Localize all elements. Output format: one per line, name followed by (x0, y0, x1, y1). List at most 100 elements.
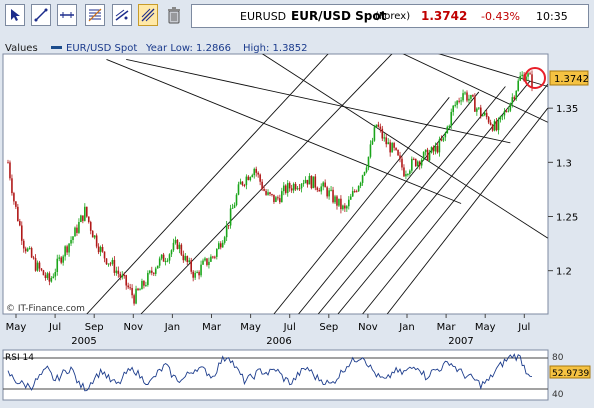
andrews-pitchfork-icon[interactable] (138, 4, 158, 26)
candle-body (158, 258, 161, 266)
candle-body (430, 147, 433, 153)
candle-body (397, 149, 399, 156)
candle-body (460, 100, 462, 102)
candle-body (277, 197, 279, 199)
candle-body (113, 259, 116, 273)
candle-body (56, 258, 59, 272)
candle-body (383, 137, 386, 139)
candle-body (66, 246, 68, 253)
candle-body (164, 261, 167, 263)
candle-body (405, 174, 407, 177)
candle-body (332, 189, 334, 203)
candle-body (472, 94, 474, 97)
candle-body (271, 194, 273, 196)
candle-body (288, 183, 291, 189)
y-tick-label: 1.35 (556, 104, 578, 115)
candle-body (34, 258, 37, 271)
candle-body (387, 142, 389, 145)
cursor-icon[interactable] (5, 4, 25, 26)
candle-body (369, 144, 372, 157)
candle-body (42, 270, 45, 276)
candle-body (217, 243, 220, 250)
candle-body (446, 126, 449, 134)
candle-body (308, 175, 311, 185)
candle-body (267, 192, 269, 195)
fibonacci-icon[interactable] (85, 4, 105, 26)
candle-body (145, 284, 147, 286)
candle-body (227, 225, 230, 227)
candle-body (117, 270, 120, 274)
candle-body (483, 112, 486, 116)
pitchfork-line (273, 97, 450, 314)
candle-body (243, 184, 246, 186)
candle-body (174, 239, 177, 243)
candle-body (184, 256, 187, 261)
candle-body (247, 176, 250, 181)
pitchfork-line (106, 58, 462, 204)
candle-body (452, 105, 455, 112)
candle-body (68, 243, 70, 253)
candles (7, 70, 533, 306)
candle-body (200, 264, 202, 276)
candle-body (373, 127, 376, 141)
x-tick-label: Sep (319, 322, 338, 333)
candle-body (403, 167, 405, 177)
candle-body (363, 171, 366, 176)
candle-body (168, 254, 171, 261)
candle-body (245, 176, 248, 186)
candle-body (489, 122, 492, 125)
candle-body (233, 205, 236, 208)
candle-body (440, 139, 443, 141)
candle-body (259, 174, 261, 182)
candle-body (505, 111, 508, 113)
year-label: 2005 (71, 336, 96, 347)
candle-body (273, 194, 275, 202)
candle-body (487, 117, 490, 123)
candle-body (235, 194, 238, 206)
candle-body (389, 142, 391, 153)
candle-body (160, 254, 163, 259)
candle-body (147, 272, 149, 285)
candle-body (237, 184, 240, 195)
candle-body (64, 246, 66, 257)
trash-icon[interactable] (165, 4, 185, 26)
candle-body (284, 185, 287, 193)
candle-body (355, 191, 358, 193)
candle-body (139, 289, 141, 291)
candle-body (478, 107, 480, 109)
candle-body (123, 275, 126, 277)
candle-body (225, 225, 228, 238)
candle-body (517, 80, 520, 91)
candle-body (216, 249, 218, 257)
line-icon[interactable] (31, 4, 51, 26)
candle-body (111, 259, 114, 264)
candle-body (304, 179, 307, 184)
candle-body (210, 256, 212, 262)
trendline-icon[interactable] (112, 4, 132, 26)
candle-body (129, 287, 131, 289)
legend-series-name: EUR/USD Spot (66, 43, 137, 54)
candle-body (15, 201, 17, 207)
candle-body (190, 260, 193, 272)
candle-body (296, 188, 299, 190)
candle-body (330, 189, 332, 191)
candle-body (479, 107, 482, 117)
candle-body (194, 272, 196, 278)
horizontal-line-icon[interactable] (57, 4, 77, 26)
candle-body (371, 140, 374, 145)
candle-body (401, 158, 403, 168)
candle-body (76, 227, 78, 233)
candle-body (54, 271, 57, 277)
highlight-circle (524, 67, 546, 89)
candle-body (89, 222, 92, 231)
candle-body (121, 275, 124, 278)
candle-body (192, 271, 194, 278)
candle-body (310, 175, 313, 189)
candle-body (458, 100, 460, 102)
candle-body (511, 97, 514, 104)
chart-area[interactable]: Values EUR/USD Spot Year Low: 1.2866 Hig… (0, 38, 594, 404)
candle-body (137, 288, 139, 291)
candle-body (292, 183, 295, 191)
candle-body (103, 251, 106, 259)
pitchfork-line (140, 54, 393, 314)
